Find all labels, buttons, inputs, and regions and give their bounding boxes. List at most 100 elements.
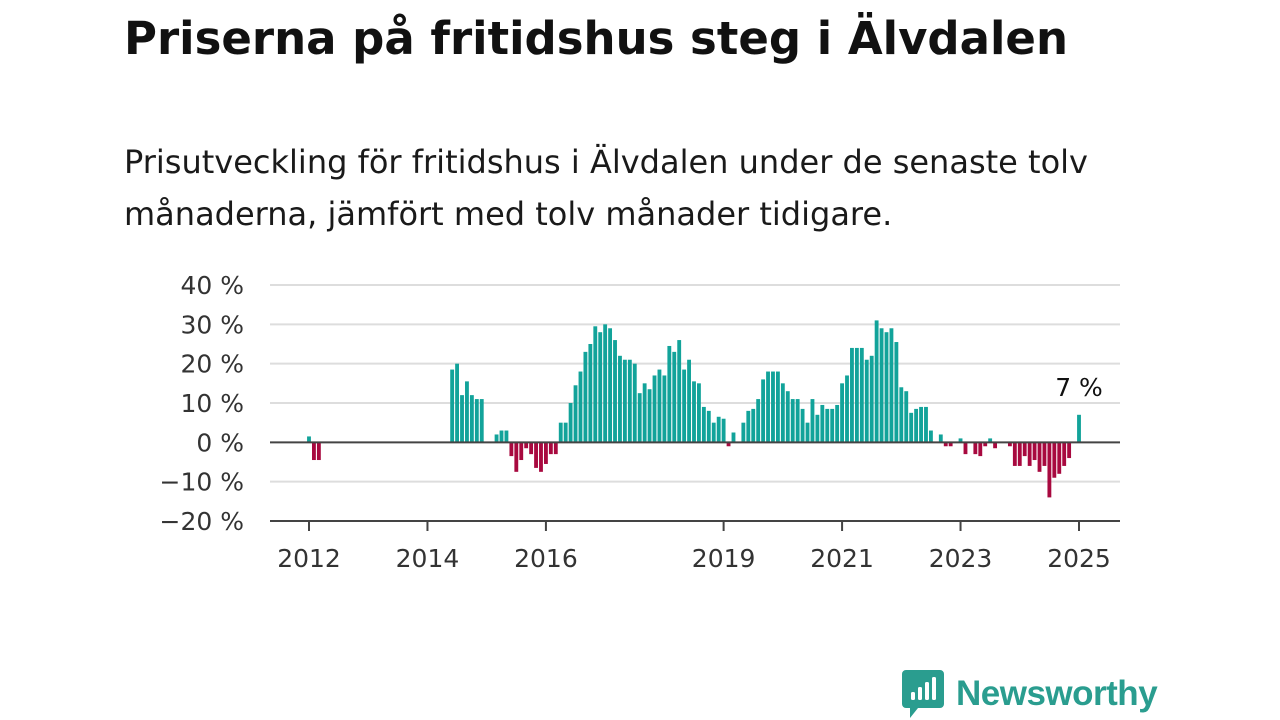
bar bbox=[721, 418, 726, 443]
bar bbox=[958, 438, 963, 443]
x-axis bbox=[270, 441, 1120, 531]
bar bbox=[534, 442, 538, 468]
bar bbox=[1017, 442, 1022, 466]
bar bbox=[741, 422, 746, 443]
bar bbox=[938, 434, 943, 443]
bar bbox=[845, 375, 849, 443]
bar bbox=[914, 408, 919, 443]
bar bbox=[316, 442, 321, 461]
bar bbox=[548, 442, 553, 455]
bar bbox=[864, 359, 869, 443]
bar bbox=[884, 332, 889, 443]
bar bbox=[677, 340, 682, 443]
x-tick-label: 2012 bbox=[277, 544, 341, 573]
bar bbox=[1022, 442, 1027, 457]
bar bbox=[820, 404, 825, 443]
bar bbox=[800, 408, 805, 443]
bar bbox=[504, 430, 509, 443]
chart-title: Priserna på fritidshus steg i Älvdalen bbox=[124, 12, 1068, 65]
bar bbox=[499, 430, 504, 443]
bar bbox=[593, 326, 598, 443]
bar bbox=[993, 442, 998, 449]
bar bbox=[563, 422, 568, 443]
bar bbox=[455, 363, 459, 443]
x-tick-label: 2014 bbox=[396, 544, 460, 573]
bar bbox=[642, 383, 647, 443]
bar-chart: 40 %30 %20 %10 %0 %−10 %−20 % 2012 2014 20… bbox=[160, 271, 1120, 573]
y-tick-label: −20 % bbox=[160, 507, 244, 536]
bar bbox=[479, 399, 484, 443]
x-tick-label: 2021 bbox=[810, 544, 874, 573]
bar bbox=[1057, 442, 1062, 474]
bar bbox=[568, 403, 573, 443]
bar bbox=[637, 393, 642, 443]
bar bbox=[830, 408, 835, 443]
bar bbox=[835, 404, 840, 443]
bar bbox=[711, 422, 716, 443]
bar bbox=[603, 324, 608, 443]
bar bbox=[889, 328, 894, 443]
bar bbox=[899, 387, 904, 443]
bar bbox=[1062, 442, 1067, 466]
bar bbox=[682, 369, 687, 443]
bar bbox=[608, 328, 613, 443]
bar bbox=[924, 406, 928, 443]
bar bbox=[716, 416, 721, 443]
bar bbox=[978, 442, 983, 457]
bar bbox=[879, 328, 884, 443]
bar bbox=[583, 351, 588, 443]
bar bbox=[465, 381, 469, 443]
bar bbox=[780, 383, 785, 443]
bar bbox=[1077, 414, 1081, 443]
y-tick-label: 10 % bbox=[180, 389, 244, 418]
bar bbox=[785, 391, 790, 443]
chart-subtitle: Prisutveckling för fritidshus i Älvdalen… bbox=[124, 143, 1088, 233]
bar bbox=[1047, 442, 1052, 498]
newsworthy-chat-bars-icon bbox=[902, 670, 944, 718]
bar bbox=[578, 371, 583, 443]
bar bbox=[973, 442, 978, 455]
bar bbox=[746, 410, 751, 443]
x-axis-labels: 2012 2014 2016 2019 2021 2023 2025 bbox=[277, 544, 1111, 573]
bar bbox=[874, 320, 879, 443]
bar bbox=[539, 442, 543, 472]
bar bbox=[983, 442, 988, 447]
brand-name: Newsworthy bbox=[956, 674, 1158, 713]
bar bbox=[558, 422, 563, 443]
bar bbox=[919, 406, 923, 443]
bar bbox=[869, 355, 874, 443]
bar bbox=[904, 391, 909, 443]
bar bbox=[474, 399, 479, 443]
annotations: 7 % bbox=[1055, 373, 1103, 402]
bar bbox=[988, 438, 993, 443]
bar bbox=[701, 406, 706, 443]
bar bbox=[1027, 442, 1032, 466]
bars bbox=[307, 320, 1081, 498]
bar bbox=[588, 344, 593, 443]
bar bbox=[494, 434, 499, 443]
bar bbox=[657, 369, 662, 443]
bar bbox=[573, 385, 578, 443]
bar bbox=[1052, 442, 1057, 478]
bar bbox=[697, 383, 701, 443]
bar bbox=[450, 369, 455, 443]
bar bbox=[795, 399, 800, 443]
bar bbox=[943, 442, 948, 447]
bar bbox=[647, 389, 652, 443]
bar bbox=[756, 399, 761, 443]
bar bbox=[662, 375, 667, 443]
bar bbox=[840, 383, 844, 443]
bar bbox=[706, 410, 711, 443]
y-tick-label: 20 % bbox=[180, 350, 244, 379]
bar bbox=[790, 399, 795, 443]
bar bbox=[963, 442, 968, 455]
bar bbox=[854, 347, 859, 443]
bar bbox=[312, 442, 316, 461]
newsworthy-logo: Newsworthy bbox=[902, 670, 1158, 718]
y-tick-label: 30 % bbox=[180, 310, 244, 339]
y-axis-labels: 40 % 30 % 20 % 10 % 0 % −10 % −20 % bbox=[160, 271, 244, 536]
bar bbox=[859, 347, 864, 443]
bar bbox=[929, 430, 933, 443]
x-tick-label: 2016 bbox=[514, 544, 578, 573]
bar bbox=[652, 375, 657, 443]
